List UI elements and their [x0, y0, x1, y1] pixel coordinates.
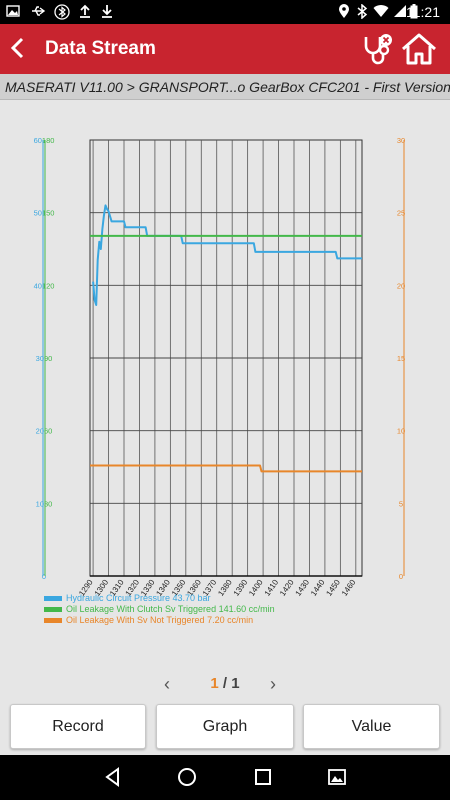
home-icon[interactable]	[400, 32, 438, 66]
x-tick-label: 1440	[309, 578, 327, 598]
total-pages: / 1	[222, 675, 240, 692]
chart-legend: Hydraulic Circuit Pressure 43.70 bar Oil …	[44, 593, 275, 626]
y-right-tick-label: 5	[399, 499, 403, 508]
location-icon	[339, 4, 349, 18]
y-right-tick-label: 20	[397, 281, 405, 290]
signal-icon	[394, 5, 406, 17]
legend-swatch	[44, 607, 62, 612]
battery-icon	[410, 4, 418, 19]
y-right-tick-label: 25	[397, 209, 405, 218]
breadcrumb: MASERATI V11.00 > GRANSPORT...o GearBox …	[0, 74, 450, 100]
app-bar: Data Stream	[0, 24, 450, 74]
bluetooth-alt-icon	[54, 4, 70, 20]
pager: ‹ 1 / 1 ›	[0, 674, 450, 696]
y-left-tick-label: 3090	[36, 354, 53, 363]
y-right-tick-label: 0	[399, 572, 403, 581]
legend-label: Hydraulic Circuit Pressure 43.70 bar	[66, 593, 211, 603]
legend-item: Oil Leakage With Clutch Sv Triggered 141…	[44, 604, 275, 615]
y-right-tick-label: 10	[397, 427, 405, 436]
navigation-bar	[0, 755, 450, 800]
record-button[interactable]: Record	[10, 704, 146, 749]
back-triangle-icon[interactable]	[102, 766, 124, 788]
page-title: Data Stream	[45, 38, 156, 59]
current-page: 1	[210, 675, 219, 692]
y-right-tick-label: 30	[397, 136, 405, 145]
usb-icon	[32, 6, 46, 16]
y-left-tick-label: 1030	[36, 499, 53, 508]
status-time: 11:21	[406, 4, 440, 20]
legend-swatch	[44, 618, 62, 623]
next-page-icon[interactable]: ›	[270, 674, 276, 694]
y-left-tick-label: 0	[42, 572, 46, 581]
upload-icon	[80, 4, 90, 18]
image-icon	[6, 5, 20, 17]
y-left-tick-label: 40120	[34, 281, 55, 290]
y-left-tick-label: 2060	[36, 427, 53, 436]
bluetooth-icon	[357, 4, 368, 19]
home-circle-icon[interactable]	[176, 766, 198, 788]
x-tick-label: 1450	[324, 578, 342, 598]
prev-page-icon[interactable]: ‹	[164, 674, 170, 694]
legend-label: Oil Leakage With Clutch Sv Triggered 141…	[66, 604, 275, 614]
legend-label: Oil Leakage With Sv Not Triggered 7.20 c…	[66, 615, 254, 625]
line-chart: 1290130013101320133013401350136013701380…	[34, 136, 406, 598]
back-arrow-icon[interactable]	[8, 36, 28, 60]
page-indicator: 1 / 1	[205, 675, 245, 692]
download-icon	[102, 5, 112, 18]
series-line-3	[90, 464, 362, 473]
x-tick-label: 1460	[340, 578, 358, 598]
series-line-1	[92, 204, 362, 306]
wifi-icon	[373, 5, 389, 18]
diagnosis-stethoscope-icon[interactable]	[360, 32, 394, 66]
x-tick-label: 1420	[278, 578, 296, 598]
y-right-tick-label: 15	[397, 354, 405, 363]
status-bar: 11:21	[0, 0, 450, 24]
value-button[interactable]: Value	[303, 704, 440, 749]
legend-item: Oil Leakage With Sv Not Triggered 7.20 c…	[44, 615, 275, 626]
y-left-tick-label: 60180	[34, 136, 55, 145]
screenshot-icon[interactable]	[326, 766, 348, 788]
graph-button[interactable]: Graph	[156, 704, 294, 749]
x-tick-label: 1430	[294, 578, 312, 598]
recents-square-icon[interactable]	[252, 766, 274, 788]
y-left-tick-label: 50150	[34, 209, 55, 218]
legend-swatch	[44, 596, 62, 601]
main-content: 1290 1300 1310 1320 1330 1340 1350 1360 1370 1380…	[0, 100, 450, 755]
legend-item: Hydraulic Circuit Pressure 43.70 bar	[44, 593, 275, 604]
